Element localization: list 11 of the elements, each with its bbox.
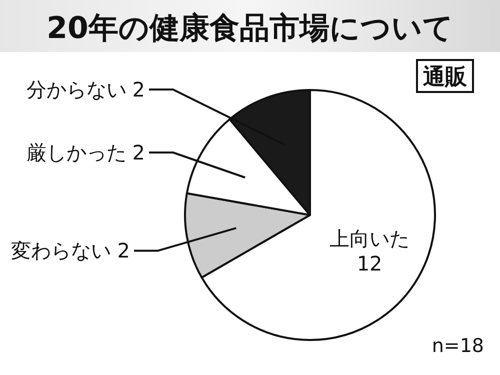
data-label: 12: [356, 251, 382, 276]
value-label: 2: [132, 140, 145, 164]
slice-label: 上向いた: [330, 226, 410, 250]
slice-label: 変わらない: [11, 238, 112, 263]
text: 通販: [422, 65, 468, 90]
slice-label: 厳しかった: [26, 140, 126, 164]
slice-label: 分からない: [26, 78, 126, 102]
chart-title: 20年の健康食品市場について: [46, 11, 454, 46]
value-label: 2: [132, 78, 145, 102]
value-label: 2: [117, 238, 130, 263]
text: n=18: [432, 335, 484, 357]
